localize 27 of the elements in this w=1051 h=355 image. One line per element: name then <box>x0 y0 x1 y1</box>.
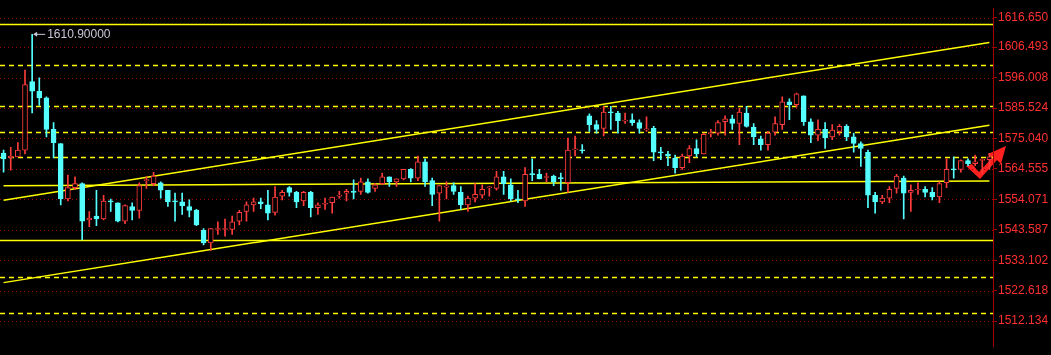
y-tick-label: 1616.650 <box>998 9 1049 24</box>
candlestick <box>607 106 614 130</box>
annotation: 1610.90000 <box>47 26 111 41</box>
y-tick-label: 1564.555 <box>998 161 1049 176</box>
y-tick-label: 1596.008 <box>998 69 1049 84</box>
candlestick <box>908 184 914 212</box>
y-tick-label: 1533.102 <box>998 252 1049 267</box>
y-tick-label: 1512.134 <box>998 313 1049 328</box>
candlestick <box>579 144 586 154</box>
candlestick <box>915 182 921 195</box>
candlestick <box>257 197 264 209</box>
y-tick-label: 1585.524 <box>998 100 1049 115</box>
candlestick <box>858 141 864 167</box>
y-tick-label: 1543.587 <box>998 222 1049 237</box>
y-tick-label: 1554.071 <box>998 191 1049 206</box>
candlestick <box>515 189 521 204</box>
candlestick <box>322 197 328 210</box>
candlestick <box>950 156 957 179</box>
candlestick <box>107 198 114 212</box>
y-tick-label: 1522.618 <box>998 283 1049 298</box>
candlestick <box>622 112 628 124</box>
y-tick-label: 1575.040 <box>998 130 1049 145</box>
candlestick <box>572 135 578 157</box>
candlestick <box>315 202 321 215</box>
candlestick <box>657 146 664 161</box>
candlestick <box>172 192 178 222</box>
y-tick-label: 1606.493 <box>998 39 1049 54</box>
